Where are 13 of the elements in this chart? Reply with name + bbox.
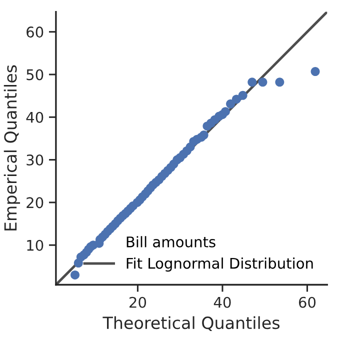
x-tick-label: 20 xyxy=(130,296,146,308)
x-tick-label: 40 xyxy=(214,296,231,308)
y-tick-label: 40 xyxy=(26,112,44,123)
legend-label: Fit Lognormal Distribution xyxy=(126,258,313,272)
y-tick-label: 50 xyxy=(26,69,44,80)
y-tick-label: 60 xyxy=(26,26,44,38)
y-tick-label: 20 xyxy=(26,197,44,208)
x-axis-title: Theoretical Quantiles xyxy=(102,316,280,332)
legend-label: Bill amounts xyxy=(126,236,216,248)
y-axis-title: Emperical Quantiles xyxy=(4,65,20,230)
x-tick-label: 60 xyxy=(298,296,316,308)
y-tick-label: 30 xyxy=(26,154,44,166)
y-tick-label: 10 xyxy=(27,240,44,251)
